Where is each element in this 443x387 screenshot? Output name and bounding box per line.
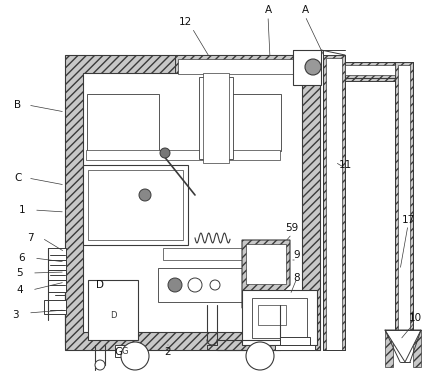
- Bar: [155, 265, 255, 305]
- Bar: [87, 94, 159, 151]
- Bar: [83, 148, 283, 162]
- Bar: [88, 220, 183, 240]
- Circle shape: [160, 148, 170, 158]
- Bar: [199, 77, 233, 159]
- Bar: [398, 65, 410, 330]
- Circle shape: [210, 280, 220, 290]
- Bar: [48, 260, 66, 270]
- Bar: [88, 170, 183, 240]
- Text: G: G: [122, 346, 128, 356]
- Bar: [252, 298, 307, 338]
- Bar: [203, 73, 229, 163]
- Text: 1: 1: [19, 205, 25, 215]
- Text: 5: 5: [17, 268, 23, 278]
- Bar: [178, 59, 293, 74]
- Polygon shape: [242, 240, 290, 308]
- Bar: [275, 345, 315, 350]
- Text: A: A: [301, 5, 309, 15]
- Text: 12: 12: [179, 17, 192, 27]
- Bar: [83, 90, 163, 155]
- Text: 4: 4: [17, 285, 23, 295]
- Text: 7: 7: [27, 233, 33, 243]
- Bar: [48, 248, 66, 260]
- Bar: [175, 55, 315, 78]
- Bar: [44, 300, 66, 314]
- Bar: [413, 330, 421, 367]
- Text: 59: 59: [285, 223, 299, 233]
- Text: 10: 10: [408, 313, 422, 323]
- Polygon shape: [385, 330, 421, 362]
- Bar: [395, 62, 413, 330]
- Bar: [326, 58, 342, 350]
- Bar: [345, 62, 395, 81]
- Text: D: D: [96, 280, 104, 290]
- Bar: [163, 248, 257, 260]
- Circle shape: [188, 278, 202, 292]
- Bar: [48, 280, 66, 292]
- Bar: [160, 245, 260, 263]
- Text: 11: 11: [338, 160, 352, 170]
- Bar: [345, 65, 395, 75]
- Text: C: C: [14, 173, 22, 183]
- Circle shape: [95, 360, 105, 370]
- Bar: [83, 73, 302, 332]
- Text: 3: 3: [12, 310, 18, 320]
- Bar: [323, 55, 345, 350]
- Text: B: B: [15, 100, 22, 110]
- Bar: [258, 305, 286, 325]
- Circle shape: [168, 278, 182, 292]
- Circle shape: [305, 59, 321, 75]
- Text: 17: 17: [401, 215, 415, 225]
- Text: A: A: [264, 5, 272, 15]
- Bar: [158, 268, 252, 302]
- Circle shape: [246, 342, 274, 370]
- Bar: [210, 90, 285, 155]
- Text: 9: 9: [294, 250, 300, 260]
- Bar: [246, 244, 286, 284]
- Bar: [195, 73, 237, 163]
- Bar: [88, 280, 138, 340]
- Text: D: D: [110, 310, 116, 320]
- Bar: [86, 150, 280, 160]
- Circle shape: [121, 342, 149, 370]
- Bar: [280, 337, 310, 345]
- Circle shape: [139, 189, 151, 201]
- Bar: [214, 94, 281, 151]
- Text: G: G: [114, 347, 122, 357]
- Text: 2: 2: [165, 347, 171, 357]
- Text: 6: 6: [19, 253, 25, 263]
- Bar: [65, 55, 320, 350]
- Bar: [115, 345, 135, 357]
- Bar: [385, 330, 393, 367]
- Bar: [83, 165, 188, 245]
- Bar: [242, 290, 317, 345]
- Bar: [48, 270, 66, 280]
- Bar: [293, 50, 321, 85]
- Text: 8: 8: [294, 273, 300, 283]
